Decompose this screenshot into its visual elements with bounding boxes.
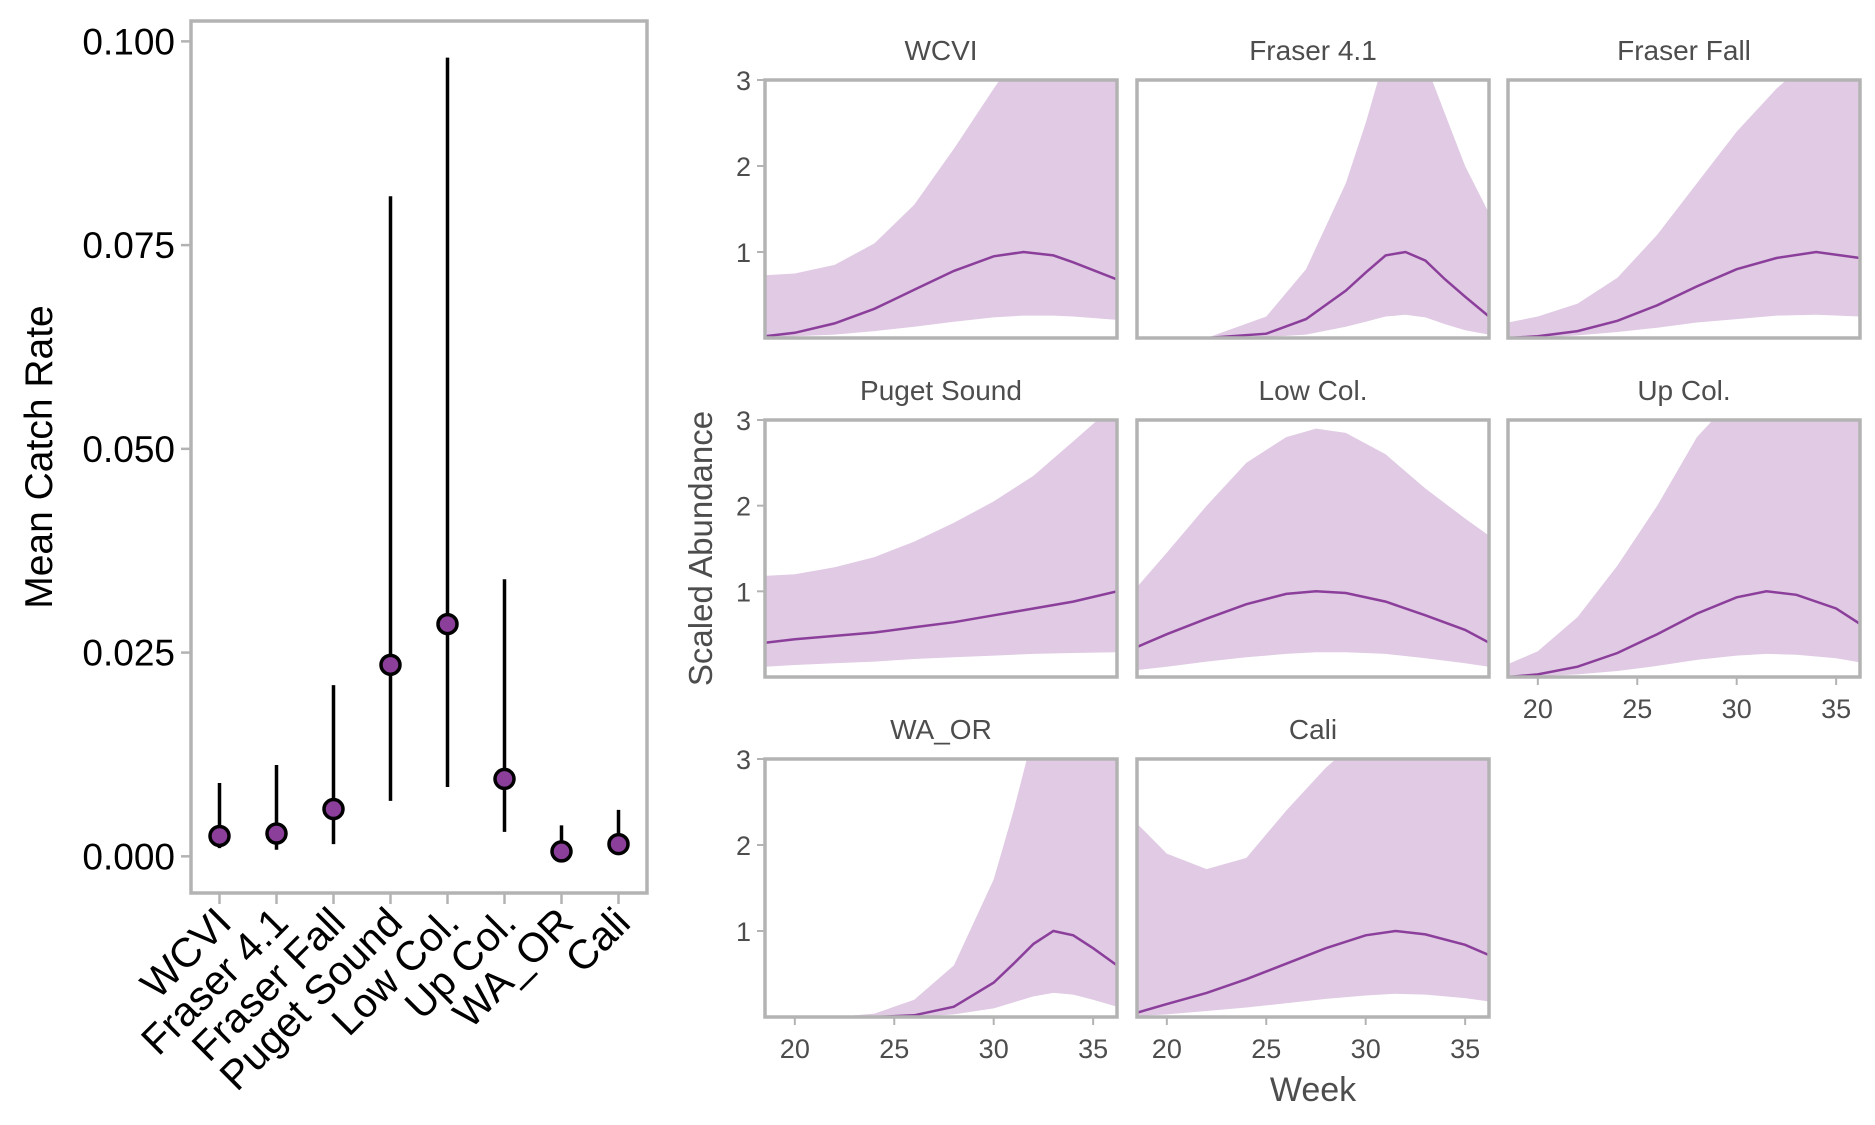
facet-plot-area [765,759,1117,1017]
y-tick-label: 2 [736,152,751,182]
x-tick-label: 20 [780,1034,810,1064]
y-axis-label: Scaled Abundance [682,411,719,686]
facet-plot-area [1137,80,1489,338]
x-tick-label: Cali [556,899,638,981]
facet-title: Puget Sound [860,375,1022,406]
abundance-facets: WCVI 1 2 3 Fraser 4.1 Fraser Fall Puget Sound 1… [682,35,1862,1109]
abundance-line [1137,929,1489,1014]
facet-panel: Up Col. 20 25 30 35 [1506,375,1862,724]
facet-frame [1506,418,1862,679]
abundance-line [765,929,1117,1017]
confidence-ribbon [1137,759,1489,1017]
facet-plot-area [1508,80,1860,338]
x-tick-label: 25 [879,1034,909,1064]
facet-title: Cali [1289,714,1337,745]
x-tick-label: 35 [1078,1034,1108,1064]
facet-title: Up Col. [1637,375,1730,406]
facet-plot-area [1137,428,1489,671]
facet-frame [763,418,1119,679]
x-tick-label: 25 [1251,1034,1281,1064]
data-point [607,832,630,856]
facet-title: Fraser Fall [1617,35,1751,66]
data-point [379,653,402,677]
facet-plot-area [1137,759,1489,1017]
abundance-line [1137,590,1489,649]
data-point [208,824,231,848]
confidence-ribbon [1137,80,1489,338]
plot-frame [189,19,649,895]
facet-frame [1135,757,1491,1019]
confidence-ribbon [765,80,1117,338]
y-tick-label: 1 [736,577,751,607]
x-tick-label: 35 [1450,1034,1480,1064]
confidence-ribbon [1508,420,1860,677]
facet-panel: Low Col. [1135,375,1491,679]
confidence-ribbon [1137,428,1489,671]
facet-plot-area [765,420,1117,667]
confidence-ribbon [765,759,1117,1017]
y-tick-label: 3 [736,406,751,436]
abundance-line [1508,590,1860,677]
x-tick-label: 25 [1622,694,1652,724]
facet-title: WCVI [904,35,977,66]
confidence-ribbon [1508,80,1860,338]
y-tick-label: 0.050 [82,429,175,470]
x-tick-label: 20 [1152,1034,1182,1064]
data-point [493,767,516,791]
x-tick-label: 30 [1351,1034,1381,1064]
abundance-line [1508,250,1860,338]
x-tick-label: 35 [1821,694,1851,724]
abundance-line [765,250,1117,338]
y-axis-label: Mean Catch Rate [18,305,61,609]
data-point [265,822,288,845]
y-tick-label: 1 [736,917,751,947]
y-tick-label: 0.100 [82,21,175,62]
data-point [322,797,345,821]
abundance-line [1137,250,1489,338]
facet-panel: Fraser Fall [1506,35,1862,340]
y-tick-label: 0.075 [82,225,175,266]
facet-title: Low Col. [1259,375,1368,406]
y-tick-label: 2 [736,492,751,522]
facet-panel: Fraser 4.1 [1135,35,1491,340]
x-axis-label: Week [1270,1071,1357,1109]
catch-rate-panel: 0.000 0.025 0.050 0.075 0.100 Mean Catch Rate… [18,19,649,1099]
facet-plot-area [1508,420,1860,677]
abundance-line [765,590,1117,644]
facet-frame [1135,78,1491,340]
y-tick-label: 0.000 [82,836,175,877]
facet-plot-area [765,80,1117,338]
data-point [550,840,573,863]
x-tick-label: 30 [1722,694,1752,724]
data-point [436,612,459,636]
facet-panel: WA_OR 1 2 3 20 25 30 35 [736,714,1119,1064]
x-tick-label: 30 [979,1034,1009,1064]
facet-panel: Cali 20 25 30 35 [1135,714,1491,1064]
x-tick-label: 20 [1523,694,1553,724]
y-tick-label: 0.025 [82,633,175,674]
y-tick-label: 2 [736,831,751,861]
confidence-ribbon [765,420,1117,667]
facet-frame [763,757,1119,1019]
y-tick-label: 3 [736,66,751,96]
facet-panel: Puget Sound 1 2 3 [736,375,1119,679]
facet-title: Fraser 4.1 [1249,35,1377,66]
facet-title: WA_OR [890,714,992,745]
y-tick-label: 1 [736,238,751,268]
facet-frame [763,78,1119,340]
facet-panel: WCVI 1 2 3 [736,35,1119,340]
facet-frame [1506,78,1862,340]
y-tick-label: 3 [736,745,751,775]
facet-frame [1135,418,1491,679]
